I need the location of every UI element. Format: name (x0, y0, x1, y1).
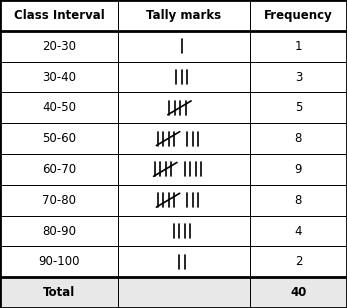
Bar (118, 154, 250, 185)
Text: 4: 4 (295, 225, 302, 237)
Bar (118, 62, 250, 92)
Bar (250, 154, 347, 185)
Bar (0, 0, 118, 31)
Text: 70-80: 70-80 (42, 194, 76, 207)
Bar (250, 185, 347, 216)
Bar (0, 277, 118, 308)
Text: 60-70: 60-70 (42, 163, 76, 176)
Bar (0, 123, 118, 154)
Text: 2: 2 (295, 255, 302, 268)
Bar (250, 246, 347, 277)
Bar (118, 31, 250, 62)
Text: Frequency: Frequency (264, 9, 333, 22)
Bar (0, 216, 118, 246)
Bar (250, 31, 347, 62)
Text: 50-60: 50-60 (42, 132, 76, 145)
Text: 8: 8 (295, 194, 302, 207)
Text: Tally marks: Tally marks (146, 9, 221, 22)
Text: 80-90: 80-90 (42, 225, 76, 237)
Bar (0, 31, 118, 62)
Bar (250, 92, 347, 123)
Bar (250, 123, 347, 154)
Bar (0, 62, 118, 92)
Bar (0, 92, 118, 123)
Text: 3: 3 (295, 71, 302, 83)
Text: 5: 5 (295, 101, 302, 114)
Bar (118, 277, 250, 308)
Text: 9: 9 (295, 163, 302, 176)
Text: 40: 40 (290, 286, 307, 299)
Text: 30-40: 30-40 (42, 71, 76, 83)
Bar (250, 62, 347, 92)
Bar (118, 246, 250, 277)
Bar (118, 92, 250, 123)
Bar (250, 277, 347, 308)
Bar (118, 185, 250, 216)
Text: Total: Total (43, 286, 75, 299)
Bar (0, 246, 118, 277)
Bar (118, 123, 250, 154)
Text: 8: 8 (295, 132, 302, 145)
Bar (0, 154, 118, 185)
Bar (250, 0, 347, 31)
Text: 90-100: 90-100 (38, 255, 80, 268)
Bar (118, 0, 250, 31)
Bar (118, 216, 250, 246)
Text: 20-30: 20-30 (42, 40, 76, 53)
Bar (250, 216, 347, 246)
Text: 40-50: 40-50 (42, 101, 76, 114)
Text: 1: 1 (295, 40, 302, 53)
Text: Class Interval: Class Interval (14, 9, 104, 22)
Bar (0, 185, 118, 216)
